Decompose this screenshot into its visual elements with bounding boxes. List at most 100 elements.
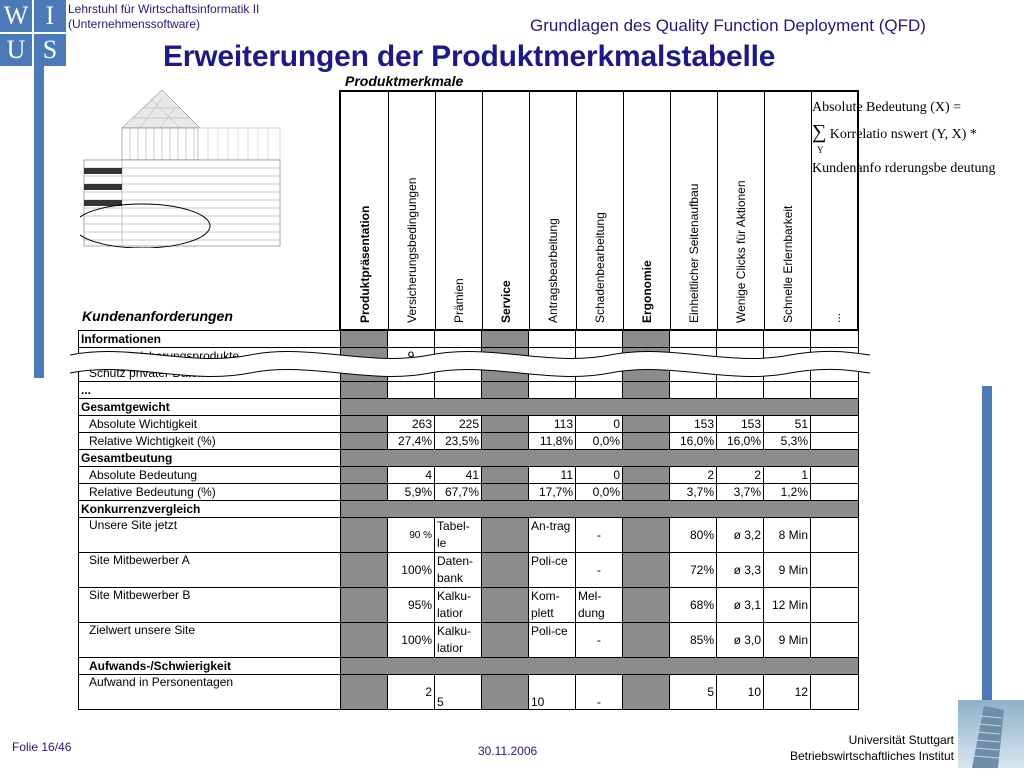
table-cell xyxy=(622,432,670,450)
row-label-abs-wichtigkeit: Absolute Wichtigkeit xyxy=(78,415,341,433)
table-cell: - xyxy=(575,674,623,710)
table-cell xyxy=(622,415,670,433)
left-decorative-bar xyxy=(34,60,44,378)
formula-line-1: Absolute Bedeutung (X) = xyxy=(812,100,962,115)
table-cell: 5,3% xyxy=(763,432,811,450)
column-label-11: ... xyxy=(828,312,843,323)
produktmerkmalstabelle: Informationen über Versicherungsprodukte… xyxy=(78,330,859,710)
table-row: Unsere Site jetzt 90 % Tabel-le An-trag - 80… xyxy=(78,517,859,553)
table-cell: 153 xyxy=(716,415,764,433)
table-cell xyxy=(340,330,388,348)
table-row: Relative Bedeutung (%) 5,9% 67,7% 17,7% 0,0… xyxy=(78,483,859,501)
table-cell: 85% xyxy=(669,622,717,658)
table-cell xyxy=(340,674,388,710)
table-cell: Kalku-latior xyxy=(434,587,482,623)
table-cell xyxy=(622,622,670,658)
table-cell xyxy=(340,587,388,623)
table-row: Konkurrenzvergleich xyxy=(78,500,859,518)
table-cell: 5 xyxy=(669,674,717,710)
table-cell: Tabel-le xyxy=(434,517,482,553)
column-header-4: Service xyxy=(482,92,529,329)
table-cell xyxy=(810,674,859,710)
table-cell: 16,0% xyxy=(716,432,764,450)
table-cell: 9 Min xyxy=(763,552,811,588)
table-cell: 11,8% xyxy=(528,432,576,450)
column-header-3: Prämien xyxy=(435,92,482,329)
row-label-aufwand: Aufwand in Personentagen xyxy=(78,674,341,710)
table-cell: ø 3,3 xyxy=(716,552,764,588)
logo-letter-u: U xyxy=(0,34,32,66)
table-cell: 0 xyxy=(575,466,623,484)
table-cell: 3,7% xyxy=(716,483,764,501)
table-row: Aufwand in Personentagen 2 5 10-5 10 12 xyxy=(78,674,859,710)
table-cell xyxy=(481,587,529,623)
row-label-gesamtgewicht: Gesamtgewicht xyxy=(78,398,341,416)
table-cell xyxy=(810,432,859,450)
table-cell xyxy=(810,415,859,433)
row-label-rel-bedeutung: Relative Bedeutung (%) xyxy=(78,483,341,501)
table-cell xyxy=(481,330,529,348)
row-label-zielwert: Zielwert unsere Site xyxy=(78,622,341,658)
table-cell xyxy=(810,622,859,658)
table-cell: 3,7% xyxy=(669,483,717,501)
table-cell xyxy=(622,674,670,710)
house-of-quality-thumbnail xyxy=(80,89,281,248)
table-row: Gesamtbeutung xyxy=(78,449,859,467)
table-cell: - xyxy=(575,622,623,658)
university-logo: W I U S xyxy=(0,0,66,66)
table-cell xyxy=(810,517,859,553)
table-cell xyxy=(481,466,529,484)
table-cell: 0,0% xyxy=(575,432,623,450)
logo-letter-i: I xyxy=(34,0,66,32)
table-cell xyxy=(340,483,388,501)
formula-line-3: Kundenanfo rderungsbe deutung xyxy=(812,161,996,176)
table-cell: 10 xyxy=(528,674,576,710)
row-label-gesamtbeutung: Gesamtbeutung xyxy=(78,449,341,467)
slide-date: 30.11.2006 xyxy=(478,744,538,758)
column-label-4: Service xyxy=(499,280,513,323)
table-cell xyxy=(340,657,859,675)
table-cell: 80% xyxy=(669,517,717,553)
column-header-10: Schnelle Erlernbarkeit xyxy=(764,92,811,329)
column-header-9: Wenige Clicks für Aktionen xyxy=(717,92,764,329)
table-cell xyxy=(340,415,388,433)
table-cell: 1 xyxy=(763,466,811,484)
table-cell xyxy=(481,674,529,710)
table-cell: 11 xyxy=(528,466,576,484)
table-cell: 16,0% xyxy=(669,432,717,450)
kundenanforderungen-label: Kundenanforderungen xyxy=(82,308,233,324)
slide-title: Erweiterungen der Produktmerkmalstabelle xyxy=(163,40,776,73)
table-cell xyxy=(622,587,670,623)
table-cell xyxy=(622,381,670,399)
column-header-2: Versicherungsbedingungen xyxy=(388,92,435,329)
table-cell xyxy=(340,398,859,416)
table-cell: 0 xyxy=(575,415,623,433)
column-label-7: Ergonomie xyxy=(640,260,654,323)
table-row: Relative Wichtigkeit (%) 27,4% 23,5% 11,8%… xyxy=(78,432,859,450)
table-cell: 5,9% xyxy=(387,483,435,501)
sigma-subscript: Y xyxy=(817,145,824,155)
column-header-8: Einheitlicher Seitenaufbau xyxy=(670,92,717,329)
table-cell xyxy=(340,552,388,588)
table-cell: Poli-ce xyxy=(528,552,576,588)
table-cell xyxy=(340,381,388,399)
table-cell: 100% xyxy=(387,622,435,658)
table-cell: 263 xyxy=(387,415,435,433)
table-row: Informationen xyxy=(78,330,859,348)
table-cell: 23,5% xyxy=(434,432,482,450)
formula-line-2: Korrelatio nswert (Y, X) * xyxy=(829,127,977,142)
building-image xyxy=(958,700,1024,768)
table-row: Absolute Bedeutung 4 41 11 0 2 2 1 xyxy=(78,466,859,484)
table-cell: 2 xyxy=(669,466,717,484)
table-cell: 2 xyxy=(387,674,435,710)
table-cell: Daten-bank xyxy=(434,552,482,588)
row-label-unsere-site: Unsere Site jetzt xyxy=(78,517,341,553)
table-cell: 4 xyxy=(387,466,435,484)
formula-line-2-wrap: ∑ Korrelatio nswert (Y, X) * Y xyxy=(812,122,1024,155)
column-label-2: Versicherungsbedingungen xyxy=(405,177,419,323)
column-label-1: Produktpräsentation xyxy=(357,205,372,323)
column-header-11: ... xyxy=(811,92,859,329)
column-header-6: Schadenbearbeitung xyxy=(576,92,623,329)
table-row: Site Mitbewerber B 95% Kalku-latior Kom-pl… xyxy=(78,587,859,623)
table-cell: 12 Min xyxy=(763,587,811,623)
